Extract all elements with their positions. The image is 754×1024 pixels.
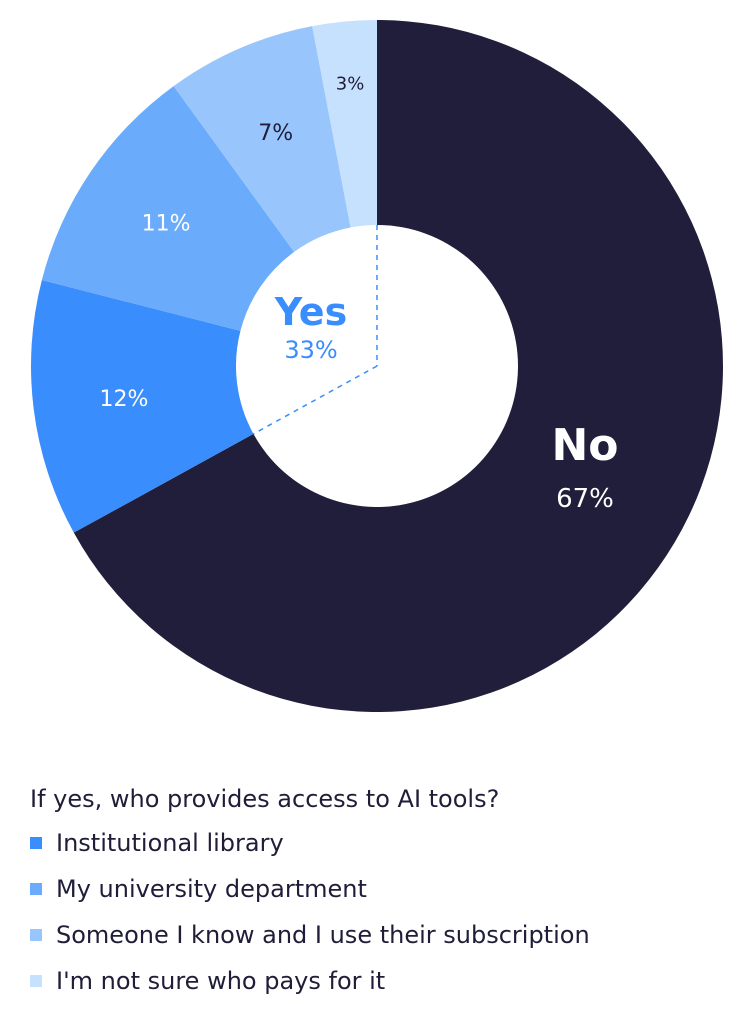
- legend-item-not-sure: I'm not sure who pays for it: [30, 966, 730, 996]
- legend-label: I'm not sure who pays for it: [56, 967, 386, 995]
- slice-value-label-2: 11%: [142, 212, 191, 237]
- legend-label: Someone I know and I use their subscript…: [56, 921, 590, 949]
- donut-slice-0: [73, 20, 724, 713]
- legend-label: My university department: [56, 875, 367, 903]
- donut-chart: 12% 11% 7% 3% Yes 33% No 67%: [31, 20, 724, 713]
- legend-label: Institutional library: [56, 829, 284, 857]
- no-group-title: No: [551, 420, 618, 471]
- legend-item-institutional-library: Institutional library: [30, 828, 730, 858]
- donut-slice-1: [31, 279, 254, 533]
- yes-group-percent: 33%: [284, 336, 337, 364]
- legend-item-someone-i-know: Someone I know and I use their subscript…: [30, 920, 730, 950]
- legend-swatch: [30, 883, 42, 895]
- legend-swatch: [30, 929, 42, 941]
- slice-value-label-1: 12%: [100, 387, 149, 412]
- legend: If yes, who provides access to AI tools?…: [30, 784, 730, 1012]
- donut-slice-2: [41, 86, 295, 331]
- legend-swatch: [30, 975, 42, 987]
- yes-group-title: Yes: [274, 290, 347, 334]
- legend-title: If yes, who provides access to AI tools?: [30, 785, 500, 813]
- yes-group-divider-lower: [253, 365, 378, 435]
- legend-item-university-department: My university department: [30, 874, 730, 904]
- slice-value-label-3: 7%: [258, 121, 293, 146]
- donut-slice-3: [173, 26, 351, 252]
- legend-swatch: [30, 837, 42, 849]
- slice-value-label-4: 3%: [336, 73, 365, 94]
- donut-slice-4: [312, 20, 377, 228]
- no-group-percent: 67%: [556, 484, 614, 514]
